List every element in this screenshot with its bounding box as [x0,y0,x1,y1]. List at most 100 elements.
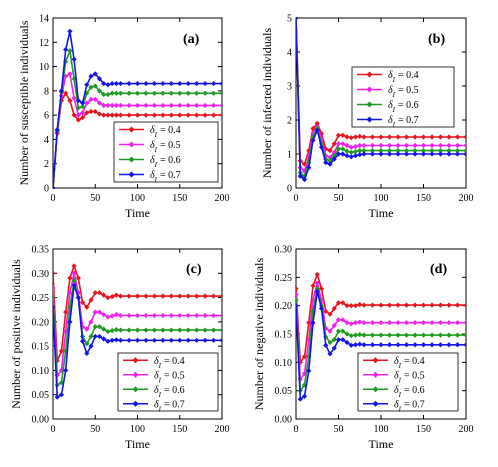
data-point [340,146,346,152]
data-point [160,293,166,299]
data-point [160,312,166,319]
legend: δI = 0.4δI = 0.5δI = 0.6δI = 0.7 [117,352,219,413]
y-tick-label: 0.05 [275,386,293,397]
data-point [323,342,329,348]
data-point [96,111,103,117]
data-point [378,332,384,338]
data-point [185,90,191,96]
data-point [109,328,115,334]
data-point [84,341,90,347]
data-point [126,102,132,109]
data-point [386,302,393,308]
data-point [71,263,77,269]
data-point [143,80,149,87]
data-point [412,151,418,157]
data-point [386,332,393,338]
data-point [361,302,367,308]
data-point [101,80,107,87]
data-point [109,90,115,96]
data-point [361,151,367,157]
data-point [210,102,217,109]
legend-symbol: δ [388,100,393,111]
data-point [412,302,418,308]
data-point [378,142,384,149]
legend-label: δI = 0.5 [150,140,181,154]
data-point [75,105,81,111]
data-point [386,148,393,154]
data-point [105,314,111,320]
data-point [126,312,132,319]
data-point [88,96,94,102]
legend-symbol: δ [150,155,155,166]
data-point [386,142,393,149]
legend-subscript: I [392,91,396,99]
x-tick-label: 0 [294,193,299,204]
y-axis-label: Number of infected individuals [260,28,274,179]
data-point [437,320,444,326]
data-point [84,304,90,310]
legend-label: δI = 0.5 [154,370,185,384]
data-point [168,327,174,333]
legend-value: = 0.5 [164,370,185,381]
data-point [344,134,350,140]
data-point [113,337,119,343]
data-point [105,82,111,88]
y-tick-label: 0.25 [32,293,50,304]
data-point [185,327,191,333]
data-point [420,151,427,157]
data-point [437,151,444,157]
y-axis-label: Number of susceptible individuals [17,20,31,185]
data-point [403,151,410,157]
legend-value: = 0.7 [164,399,185,410]
data-point [71,95,77,101]
data-point [84,100,90,106]
series-3 [53,47,222,189]
data-point [463,142,466,149]
data-point [378,320,384,326]
legend-value: = 0.4 [164,356,185,367]
data-point [357,148,363,154]
data-point [352,143,359,150]
data-point [151,312,157,319]
legend-subscript: I [158,391,162,399]
data-point [168,293,174,299]
data-point [88,319,94,325]
panel-label: (d) [430,262,447,277]
data-point [126,327,132,333]
data-point [323,159,329,166]
data-point [143,337,149,343]
legend-subscript: I [154,146,158,154]
data-point [352,342,359,348]
y-tick-label: 0 [287,184,292,195]
panel-label: (b) [428,32,445,47]
y-tick-label: 0.20 [275,301,293,312]
data-point [463,134,466,140]
data-point [386,320,393,326]
data-point [101,112,107,118]
legend-subscript: I [398,391,402,399]
chart-panel-3: 0 50 100 150 200 0.00 0.05 0.10 0.15 0.20 0.25 0.30… [9,245,230,452]
data-point [340,328,346,334]
data-point [219,80,222,87]
data-point [177,112,183,118]
data-point [361,320,367,326]
data-point [194,112,200,118]
data-point [101,311,107,318]
data-point [113,80,119,87]
data-point [118,293,124,299]
legend-subscript: I [392,76,396,84]
data-point [454,332,461,338]
data-point [101,91,107,98]
data-point [168,337,174,343]
data-point [194,102,200,109]
data-point [395,148,401,154]
x-tick-label: 0 [51,424,56,435]
data-point [101,326,107,332]
data-point [168,80,174,87]
data-point [219,102,222,109]
data-point [454,148,461,154]
legend-value: = 0.6 [160,155,181,166]
data-point [429,302,435,308]
data-point [88,108,94,115]
